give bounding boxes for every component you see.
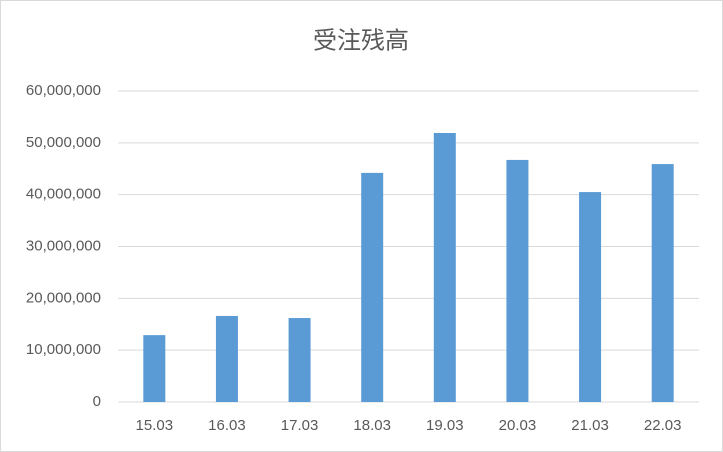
y-tick-label: 0 — [93, 393, 101, 410]
bar — [651, 164, 674, 402]
bar — [579, 192, 602, 402]
chart-title: 受注残高 — [313, 27, 409, 54]
x-tick-label: 22.03 — [644, 417, 682, 434]
x-tick-label: 16.03 — [208, 417, 246, 434]
y-tick-label: 50,000,000 — [26, 134, 101, 151]
y-tick-label: 10,000,000 — [26, 341, 101, 358]
x-tick-label: 18.03 — [353, 417, 391, 434]
bar — [506, 159, 529, 402]
y-tick-label: 60,000,000 — [26, 82, 101, 99]
x-tick-label: 17.03 — [281, 417, 319, 434]
bar — [143, 335, 166, 402]
x-tick-label: 20.03 — [499, 417, 537, 434]
y-tick-label: 20,000,000 — [26, 289, 101, 306]
bar — [433, 132, 456, 403]
bar — [215, 315, 238, 402]
bar — [288, 318, 311, 402]
y-tick-label: 30,000,000 — [26, 237, 101, 254]
x-tick-label: 19.03 — [426, 417, 464, 434]
x-tick-label: 21.03 — [571, 417, 609, 434]
x-tick-label: 15.03 — [136, 417, 174, 434]
y-tick-label: 40,000,000 — [26, 186, 101, 203]
bar — [361, 172, 384, 402]
